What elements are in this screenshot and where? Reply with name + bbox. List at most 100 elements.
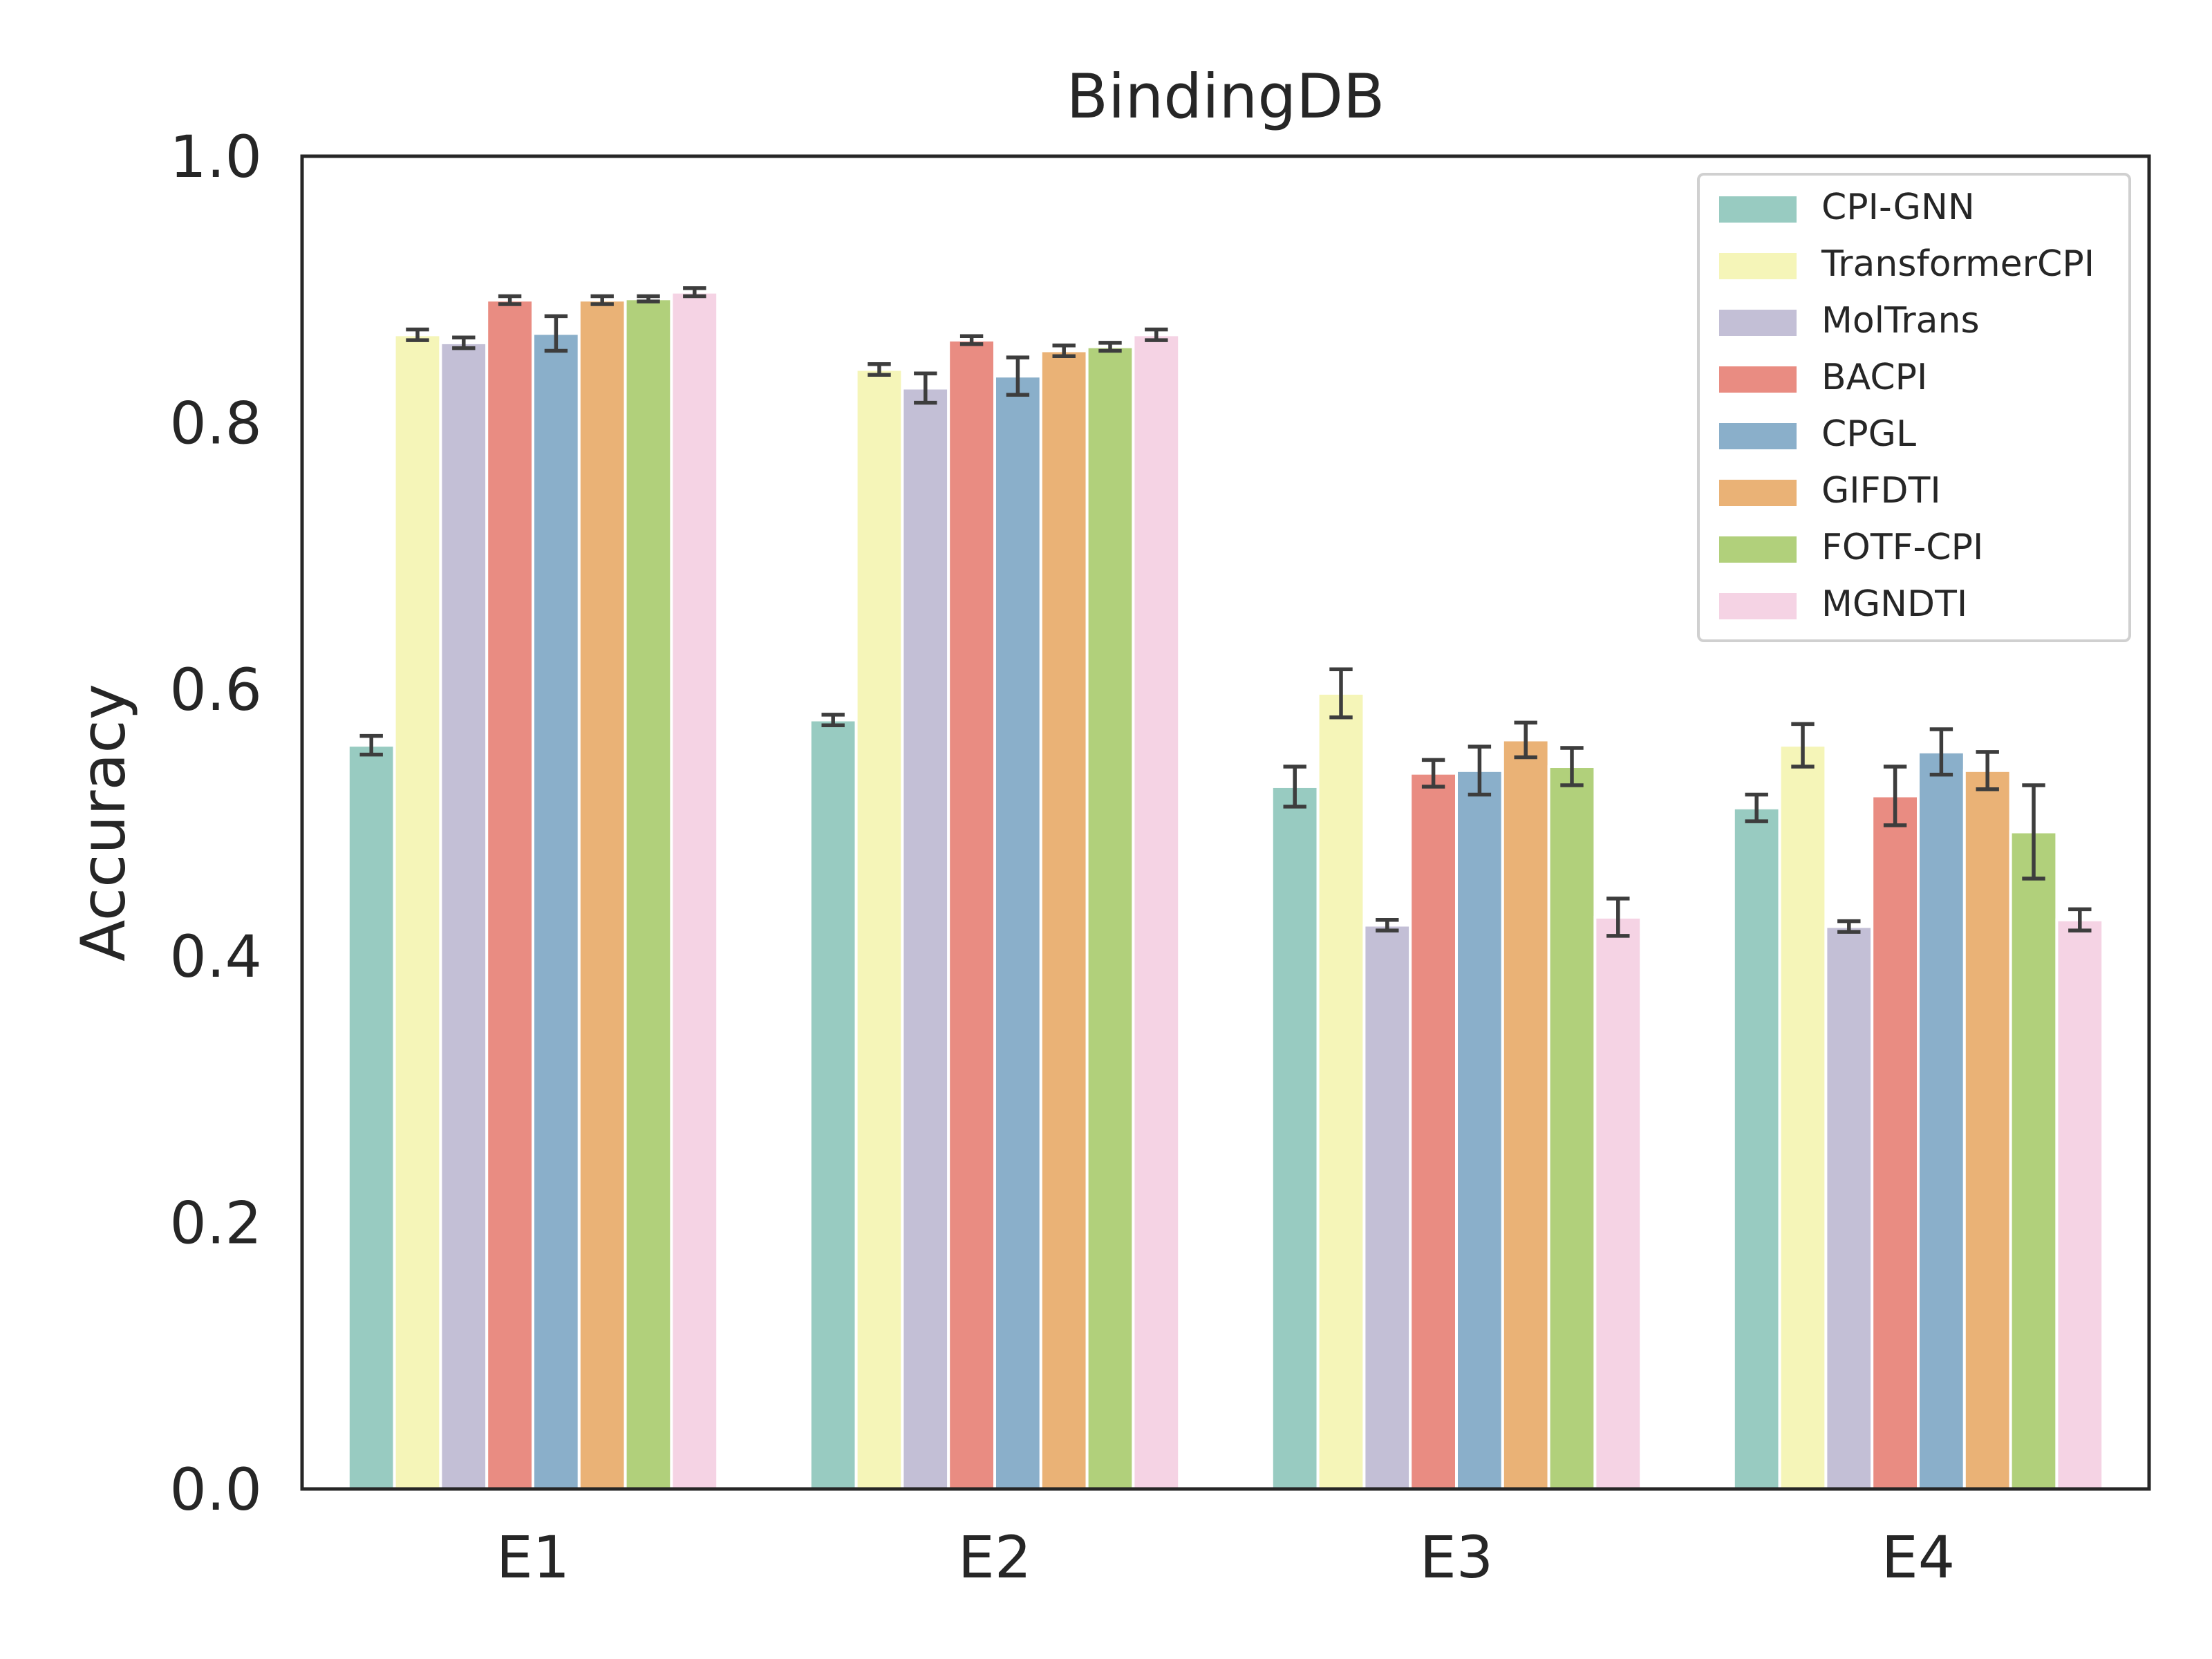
x-axis-ticks: E1 E2 E3 E4 — [496, 1524, 1956, 1591]
bar-cpi-gnn-e3 — [1270, 785, 1320, 1490]
bar-mgndti-e1 — [670, 290, 720, 1490]
bar-moltrans-e1 — [439, 341, 489, 1490]
legend-frame — [1697, 173, 2131, 642]
error-bar-cpi-gnn-e1 — [359, 733, 383, 757]
legend-swatch — [1719, 593, 1797, 619]
bar-cpi-gnn-e2 — [808, 718, 858, 1490]
bar-cpgl-e2 — [993, 375, 1042, 1490]
bar-gifdti-e3 — [1501, 738, 1550, 1490]
legend-item-cpgl: CPGL — [1719, 413, 1916, 455]
plot-frame — [300, 154, 2151, 1491]
legend-swatch — [1719, 423, 1797, 449]
error-bar-mgndti-e4 — [2068, 907, 2092, 932]
error-bar-fotf-cpi-e4 — [2022, 783, 2045, 881]
error-bar-transformercpi-e3 — [1329, 667, 1353, 720]
x-tick-label: E2 — [958, 1524, 1032, 1591]
bar-gifdti-e4 — [1962, 769, 2012, 1490]
error-bar-moltrans-e1 — [452, 335, 476, 350]
y-tick-label: 1.0 — [169, 123, 262, 191]
legend-swatch — [1719, 310, 1797, 336]
error-bar-cpgl-e3 — [1468, 744, 1492, 797]
legend-swatch — [1719, 480, 1797, 506]
error-bar-bacpi-e3 — [1421, 758, 1445, 789]
error-bar-fotf-cpi-e1 — [637, 294, 660, 303]
error-bar-gifdti-e2 — [1052, 344, 1076, 358]
bar-transformercpi-e3 — [1316, 691, 1366, 1490]
x-tick-label: E1 — [496, 1524, 570, 1591]
y-tick-label: 0.8 — [169, 390, 262, 458]
error-bar-transformercpi-e2 — [868, 362, 891, 377]
bar-gifdti-e1 — [577, 299, 627, 1490]
bar-fotf-cpi-e1 — [624, 297, 673, 1490]
legend-item-bacpi: BACPI — [1719, 357, 1927, 398]
y-axis-label: Accuracy — [68, 684, 139, 962]
legend-label: GIFDTI — [1821, 470, 1941, 512]
legend-label: MolTrans — [1821, 300, 1980, 341]
bar-bacpi-e1 — [485, 299, 535, 1490]
legend-item-mgndti: MGNDTI — [1719, 583, 1967, 625]
error-bar-cpgl-e4 — [1929, 727, 1953, 777]
legend-label: MGNDTI — [1821, 583, 1967, 625]
bar-transformercpi-e4 — [1778, 744, 1828, 1490]
error-bar-mgndti-e3 — [1606, 897, 1630, 938]
bar-moltrans-e2 — [901, 386, 950, 1490]
error-bars-group — [359, 286, 2092, 938]
bar-transformercpi-e2 — [854, 368, 904, 1490]
error-bar-mgndti-e1 — [683, 286, 706, 299]
y-tick-label: 0.6 — [169, 656, 262, 724]
legend-label: TransformerCPI — [1821, 243, 2094, 285]
legend-swatch — [1719, 366, 1797, 393]
chart-title: BindingDB — [1067, 61, 1385, 132]
bar-transformercpi-e1 — [393, 333, 442, 1490]
error-bar-bacpi-e4 — [1883, 765, 1907, 827]
bar-mgndti-e3 — [1593, 915, 1643, 1490]
error-bar-gifdti-e3 — [1514, 720, 1537, 760]
error-bar-bacpi-e2 — [959, 334, 984, 346]
error-bar-cpgl-e2 — [1006, 355, 1030, 397]
error-bar-moltrans-e3 — [1376, 917, 1399, 932]
error-bar-cpi-gnn-e2 — [821, 713, 845, 728]
error-bar-mgndti-e2 — [1145, 327, 1168, 342]
legend-items: CPI-GNN TransformerCPI MolTrans BACPI CPGL GI… — [1719, 187, 2094, 625]
bar-mgndti-e4 — [2055, 918, 2105, 1490]
y-axis-ticks: 0.0 0.2 0.4 0.6 0.8 1.0 — [169, 123, 262, 1524]
error-bar-bacpi-e1 — [498, 294, 522, 306]
legend-item-cpi-gnn: CPI-GNN — [1719, 187, 1975, 228]
error-bar-moltrans-e2 — [914, 371, 937, 405]
bar-cpi-gnn-e1 — [346, 744, 396, 1490]
bar-bacpi-e4 — [1871, 794, 1920, 1490]
bar-moltrans-e4 — [1824, 925, 1874, 1491]
error-bar-cpi-gnn-e4 — [1745, 792, 1768, 823]
error-bar-moltrans-e4 — [1837, 919, 1861, 934]
legend-label: CPI-GNN — [1821, 187, 1975, 228]
bar-bacpi-e2 — [947, 339, 996, 1491]
y-tick-label: 0.2 — [169, 1189, 262, 1257]
bar-moltrans-e3 — [1362, 924, 1412, 1491]
bar-gifdti-e2 — [1039, 349, 1089, 1490]
error-bar-gifdti-e1 — [590, 294, 614, 306]
legend-label: FOTF-CPI — [1821, 527, 1983, 568]
x-tick-label: E3 — [1420, 1524, 1494, 1591]
bar-fotf-cpi-e4 — [2009, 830, 2059, 1490]
bar-cpgl-e1 — [532, 332, 581, 1491]
y-tick-label: 0.4 — [169, 923, 262, 991]
legend-item-transformercpi: TransformerCPI — [1719, 243, 2094, 285]
y-tick-label: 0.0 — [169, 1456, 262, 1524]
bar-fotf-cpi-e3 — [1547, 765, 1597, 1490]
error-bar-cpgl-e1 — [544, 314, 568, 353]
legend-swatch — [1719, 536, 1797, 563]
bars-group — [346, 290, 2105, 1491]
error-bar-gifdti-e4 — [1976, 750, 1999, 791]
error-bar-fotf-cpi-e3 — [1560, 746, 1584, 787]
error-bar-transformercpi-e1 — [406, 327, 429, 342]
bar-cpgl-e3 — [1455, 769, 1504, 1490]
bar-mgndti-e2 — [1132, 333, 1181, 1490]
error-bar-cpi-gnn-e3 — [1283, 765, 1306, 809]
error-bar-transformercpi-e4 — [1791, 722, 1815, 769]
bar-bacpi-e3 — [1409, 771, 1458, 1490]
legend-label: CPGL — [1821, 413, 1916, 455]
error-bar-fotf-cpi-e2 — [1098, 341, 1122, 353]
legend-item-moltrans: MolTrans — [1719, 300, 1980, 341]
legend-label: BACPI — [1821, 357, 1927, 398]
